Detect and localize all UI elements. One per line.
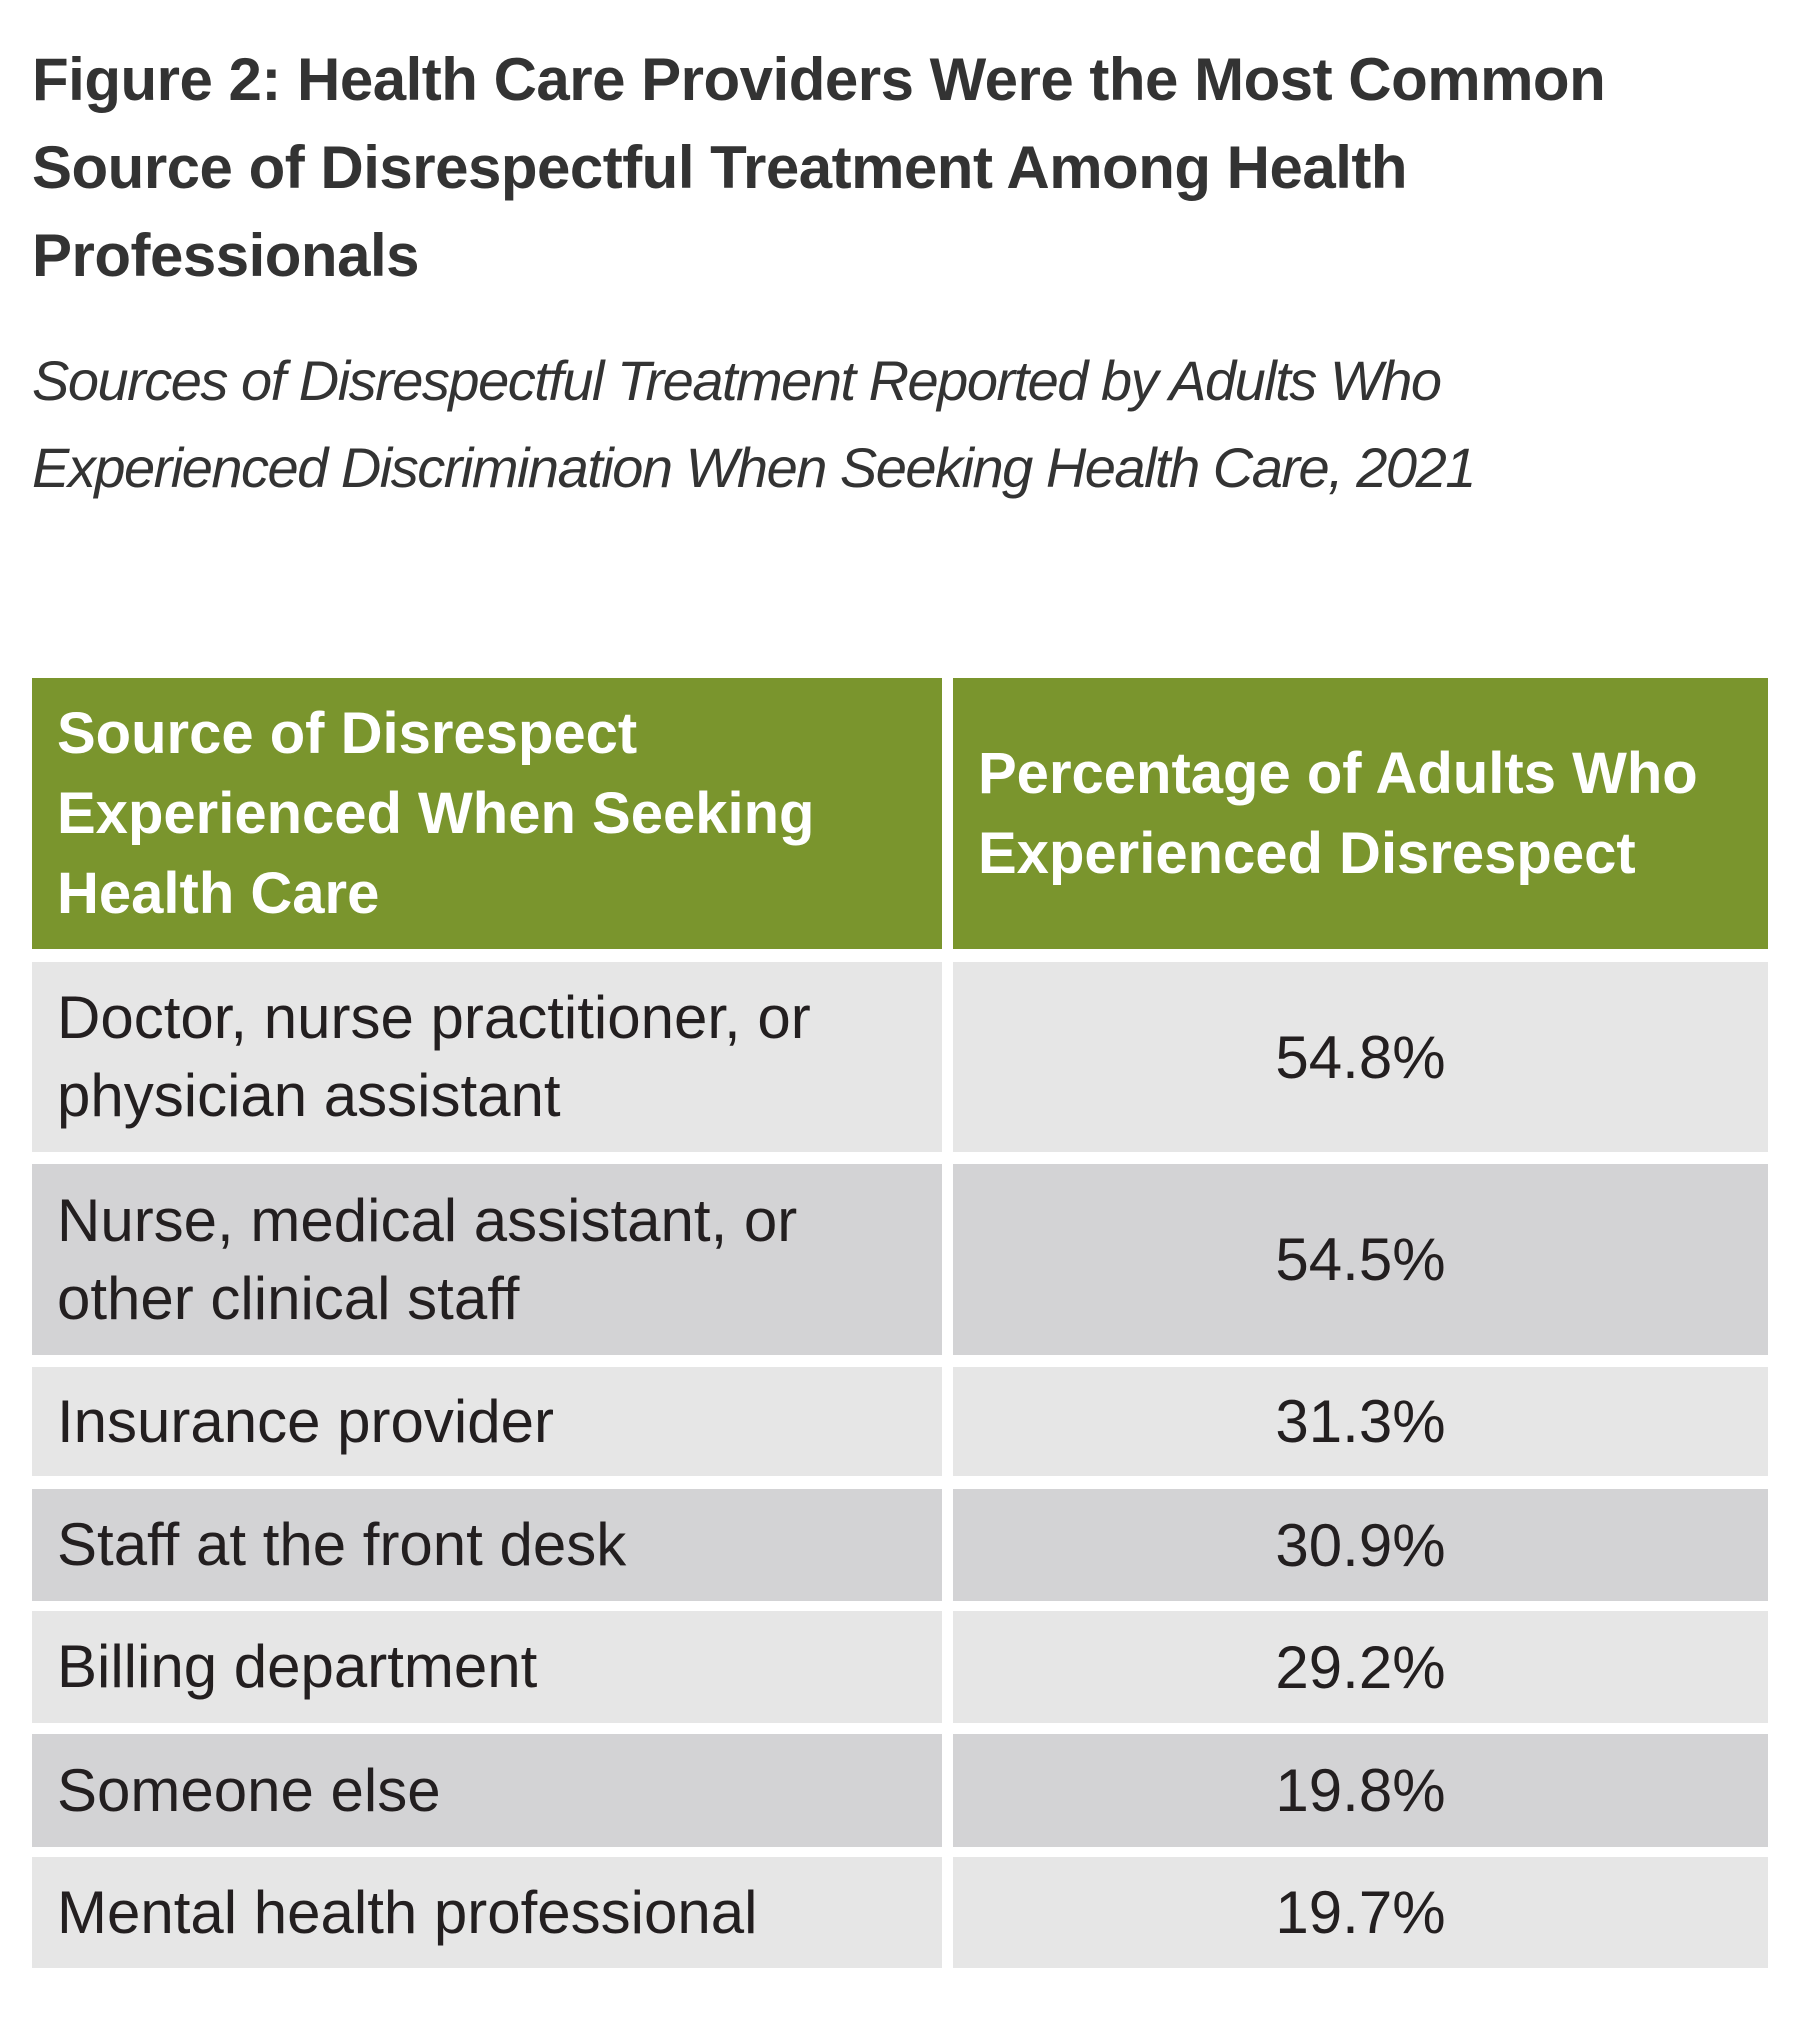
source-cell: Insurance provider (32, 1367, 942, 1476)
percentage-cell: 19.8% (953, 1734, 1768, 1847)
column-header-percentage: Percentage of Adults Who Experienced Dis… (953, 678, 1768, 949)
source-cell: Nurse, medical assistant, or other clini… (32, 1164, 942, 1355)
source-cell: Staff at the front desk (32, 1489, 942, 1601)
source-cell: Someone else (32, 1734, 942, 1847)
percentage-cell: 54.8% (953, 962, 1768, 1152)
source-cell: Doctor, nurse practitioner, or physician… (32, 962, 942, 1152)
source-cell: Mental health professional (32, 1857, 942, 1968)
percentage-cell: 30.9% (953, 1489, 1768, 1601)
percentage-cell: 19.7% (953, 1857, 1768, 1968)
percentage-cell: 54.5% (953, 1164, 1768, 1355)
figure-title: Figure 2: Health Care Providers Were the… (32, 46, 1606, 289)
source-cell: Billing department (32, 1611, 942, 1723)
column-header-source: Source of Disrespect Experienced When Se… (32, 678, 942, 949)
percentage-cell: 29.2% (953, 1611, 1768, 1723)
figure-subtitle: Sources of Disrespectful Treatment Repor… (32, 349, 1476, 499)
percentage-cell: 31.3% (953, 1367, 1768, 1476)
